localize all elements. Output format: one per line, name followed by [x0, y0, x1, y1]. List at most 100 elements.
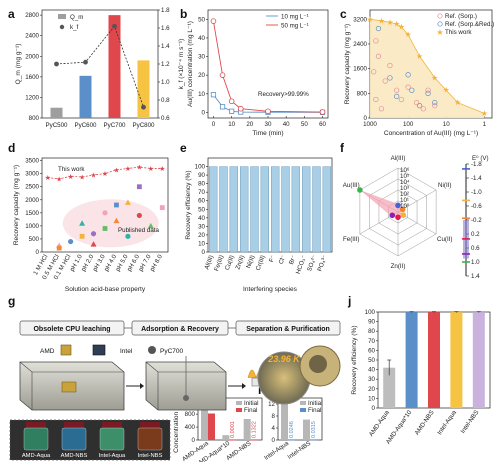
chart-d-thiswork-point: ★ — [113, 166, 119, 174]
chart-b-point — [229, 108, 235, 114]
eo-tick-label: -0.2 — [471, 217, 482, 224]
panel-label-i: i — [258, 383, 261, 397]
chart-j-xtick-label: AMD-NBS — [414, 409, 436, 436]
chart-j-ytick-label: 20 — [368, 386, 375, 393]
chart-b-point — [319, 109, 326, 115]
chart-b-point — [210, 92, 217, 98]
chart-b-point — [219, 72, 226, 78]
vial-label: AMD-Aqua — [22, 453, 51, 459]
chart-c-xtick-label: 10 — [443, 121, 450, 128]
panel-label-b: b — [180, 7, 187, 21]
chart-e-bar — [322, 166, 332, 253]
chart-c: 0 800 1600 2400 3200 1000 100 10 1 Concentration … — [344, 9, 494, 137]
chart-j-bar — [472, 312, 485, 408]
chart-c-line — [369, 18, 485, 114]
chart-i-bar-final — [310, 439, 317, 441]
chart-d-published-point — [102, 210, 108, 216]
chart-i-ytick-label: 4 — [272, 425, 276, 432]
chart-d-published-point — [113, 217, 120, 224]
chart-e-bar — [271, 166, 280, 253]
chart-d-ytick-label: 0 — [36, 249, 40, 256]
chart-d-thiswork-point: ★ — [67, 173, 73, 181]
chart-d-ylabel: Recovery capacity (mg g⁻¹) — [13, 165, 20, 245]
chart-b-annotation: Recovery>99.99% — [258, 91, 309, 98]
chart-b-xtick-label: 40 — [283, 121, 290, 128]
chart-i-bar-initial — [281, 404, 288, 440]
chart-d-ytick-label: 3500 — [25, 158, 39, 165]
chart-e-ytick-label: 20 — [198, 232, 205, 239]
chart-h-bar-initial — [243, 419, 251, 440]
radar-point — [389, 212, 396, 219]
chart-a-y2-ytick-label: 1.8 — [161, 7, 170, 14]
chart-c-ref-sorp-point — [387, 62, 393, 69]
panel-label-e: e — [180, 141, 187, 155]
chart-a-ytick-label: 800 — [29, 115, 40, 122]
chart-e-bar — [281, 166, 290, 253]
chart-c-star-point: ★ — [378, 16, 385, 25]
chart-d-xtick-label: pH 8.0 — [149, 253, 164, 273]
chart-c-legend-marker: ★ — [436, 28, 443, 37]
chart-a-bar — [108, 15, 121, 118]
radar-ring-label: 10⁵ — [400, 173, 410, 180]
chart-j-ytick-label: 90 — [368, 319, 375, 326]
radar-axis-label: Al(III) — [391, 155, 406, 162]
radar-point — [400, 212, 407, 218]
chart-j: 0 10 20 30 40 50 60 70 80 90 100 Recovery efficienc… — [351, 309, 491, 446]
chart-b-point — [265, 108, 271, 115]
chart-b-legend-label: 50 mg L⁻¹ — [281, 23, 309, 30]
chart-a-legend-label: Q_m — [70, 14, 83, 21]
chart-e-ytick-label: 0 — [202, 249, 206, 256]
chart-i-bar-initial — [303, 419, 310, 440]
chart-d-published-point — [102, 226, 108, 231]
chart-c-legend-label: This work — [445, 29, 472, 36]
vial-cap — [140, 422, 160, 428]
step2-label: Adsorption & Recovery — [141, 326, 219, 333]
panel-label-d: d — [8, 141, 15, 155]
arrowhead-1 — [140, 383, 144, 389]
chart-c-star-point: ★ — [416, 52, 423, 61]
chart-d-published-point — [159, 205, 165, 211]
chart-a-ytick-label: 2000 — [25, 53, 39, 60]
chart-b-xtick-label: 20 — [246, 121, 253, 128]
chart-c-star-point: ★ — [405, 30, 412, 39]
chart-d-published-region — [62, 199, 159, 248]
chart-d-thiswork-point: ★ — [148, 165, 154, 173]
radar-ring-label: 10⁴ — [400, 179, 410, 186]
chart-c-ref-red-point — [375, 25, 382, 32]
chart-b-ytick-label: 30 — [198, 54, 205, 61]
chart-c-ref-sorp-point — [375, 53, 382, 59]
chart-c-ref-red-point — [387, 75, 393, 81]
chart-c-ref-sorp-point — [393, 87, 400, 93]
chart-b: 0 10 20 30 40 50 0 10 20 30 40 50 60 Time (min) Au(III… — [187, 9, 329, 137]
chart-c-legend-marker — [437, 13, 443, 19]
step3-label: Separation & Purification — [246, 326, 330, 333]
vial-label: AMD-NBS — [61, 453, 88, 459]
chart-b-point — [219, 104, 226, 110]
chart-e-xtick-label: Cl⁻ — [278, 254, 288, 265]
chart-c-star-point: ★ — [386, 18, 393, 27]
chart-c-ref-sorp-point — [373, 96, 379, 103]
chart-e-xlabel: Interfering species — [243, 286, 298, 293]
chart-a-ytick-label: 2400 — [25, 33, 39, 40]
chart-a-legend-label: k_f — [70, 24, 79, 31]
process-schematic: Obsolete CPU leaching Adsorption & Recov… — [9, 320, 341, 461]
chart-c-ytick-label: 800 — [357, 90, 368, 97]
vial-body — [137, 427, 163, 451]
chart-e-xtick-label: Cu(II) — [224, 254, 236, 271]
chart-a-ylabel: Q_m (mg g⁻¹) — [15, 44, 22, 85]
chart-j-ytick-label: 30 — [368, 376, 375, 383]
chart-d-published-point — [124, 199, 131, 205]
chart-d-published-point — [136, 212, 142, 219]
chart-b-xtick-label: 50 — [301, 121, 308, 128]
chart-c-ref-sorp-point — [420, 106, 426, 112]
radar-point — [395, 214, 401, 221]
chart-i-ytick-label: 12 — [268, 401, 275, 408]
chart-j-ytick-label: 70 — [368, 338, 375, 345]
chart-d-thiswork-line — [47, 166, 163, 180]
radar-ring-label: 10³ — [400, 185, 409, 192]
chart-b-point — [228, 98, 235, 105]
chart-c-ref-sorp-point — [425, 87, 431, 93]
chart-i-legend-label: Final — [308, 407, 321, 414]
chart-a-kf-line — [56, 25, 144, 108]
